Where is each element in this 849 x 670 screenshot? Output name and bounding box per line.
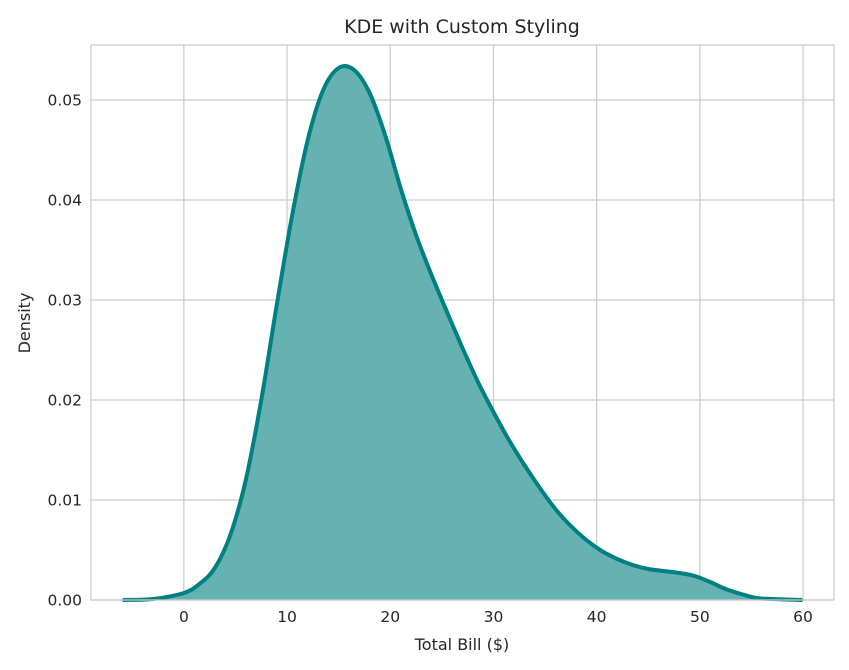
- x-tick-label: 50: [690, 608, 710, 626]
- y-tick-label: 0.05: [47, 92, 82, 110]
- y-tick-label: 0.01: [47, 492, 82, 510]
- plot-area: [122, 64, 803, 602]
- kde-line: [122, 64, 803, 602]
- y-axis-label: Density: [15, 293, 34, 354]
- x-tick-label: 60: [793, 608, 813, 626]
- x-tick-label: 40: [587, 608, 607, 626]
- x-tick-label: 20: [380, 608, 400, 626]
- x-tick-label: 30: [484, 608, 504, 626]
- y-tick-label: 0.04: [47, 192, 82, 210]
- kde-area: [124, 66, 801, 601]
- x-tick-label: 10: [277, 608, 297, 626]
- x-tick-label: 0: [179, 608, 189, 626]
- x-axis-ticks: 0 10 20 30 40 50 60: [179, 608, 813, 626]
- y-tick-label: 0.00: [47, 592, 82, 610]
- grid: [91, 45, 834, 601]
- y-tick-label: 0.02: [47, 392, 82, 410]
- y-axis-ticks: 0.00 0.01 0.02 0.03 0.04 0.05: [47, 92, 82, 610]
- chart-title: KDE with Custom Styling: [344, 16, 580, 38]
- plot-frame: [90, 44, 835, 601]
- x-axis-label: Total Bill ($): [414, 635, 510, 654]
- y-tick-label: 0.03: [47, 292, 82, 310]
